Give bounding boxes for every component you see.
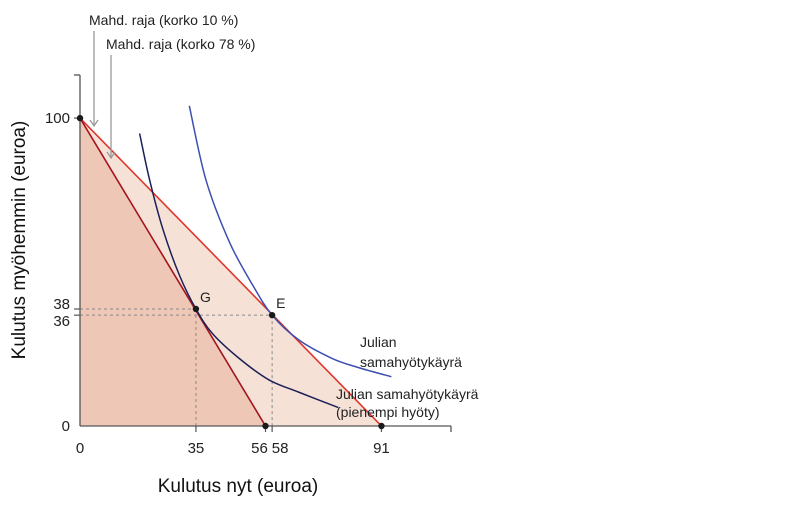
point-label-g: G (200, 289, 211, 305)
x-tick-label-58: 58 (272, 440, 289, 457)
endpoint-2 (76, 114, 84, 122)
budget-line-1 (79, 117, 383, 427)
arrow-budget-low (106, 55, 116, 160)
x-tick-label-0: 0 (76, 440, 84, 457)
curve-high-label-1: Julian (360, 334, 397, 350)
y-tick-label-36: 36 (53, 313, 70, 330)
indifference-curve-2 (138, 133, 339, 409)
arrow-budget-high (89, 31, 99, 128)
endpoint-4 (378, 422, 385, 430)
chart-lines (79, 105, 392, 427)
y-tick-label-0: 0 (62, 418, 70, 435)
budget-line-2 (79, 117, 267, 427)
y-axis-title: Kulutus myöhemmin (euroa) (9, 121, 30, 360)
x-tick-label-56: 56 (251, 440, 268, 457)
x-tick-label-91: 91 (373, 440, 390, 457)
arrow-budget-low-head (106, 151, 116, 160)
curve-low-label-2: (pienempi hyöty) (336, 404, 440, 420)
curve-high-label-2: samahyötykäyrä (360, 354, 462, 370)
y-tick-label-38: 38 (53, 296, 70, 313)
arrow-budget-high-head (89, 119, 99, 128)
point-label-e: E (276, 295, 285, 311)
point-e (268, 311, 276, 319)
point-g (192, 305, 200, 313)
y-tick-label-100: 100 (45, 110, 70, 127)
curve-low-label-1: Julian samahyötykäyrä (336, 386, 479, 402)
x-axis-title: Kulutus nyt (euroa) (158, 476, 319, 497)
chart-labels: Kulutus nyt (euroa) Kulutus myöhemmin (e… (9, 12, 479, 497)
dashed-guides (80, 308, 273, 426)
budget-low-label: Mahd. raja (korko 78 %) (106, 36, 255, 52)
budget-high-label: Mahd. raja (korko 10 %) (89, 12, 238, 28)
endpoint-3 (262, 422, 269, 430)
x-tick-label-35: 35 (188, 440, 205, 457)
